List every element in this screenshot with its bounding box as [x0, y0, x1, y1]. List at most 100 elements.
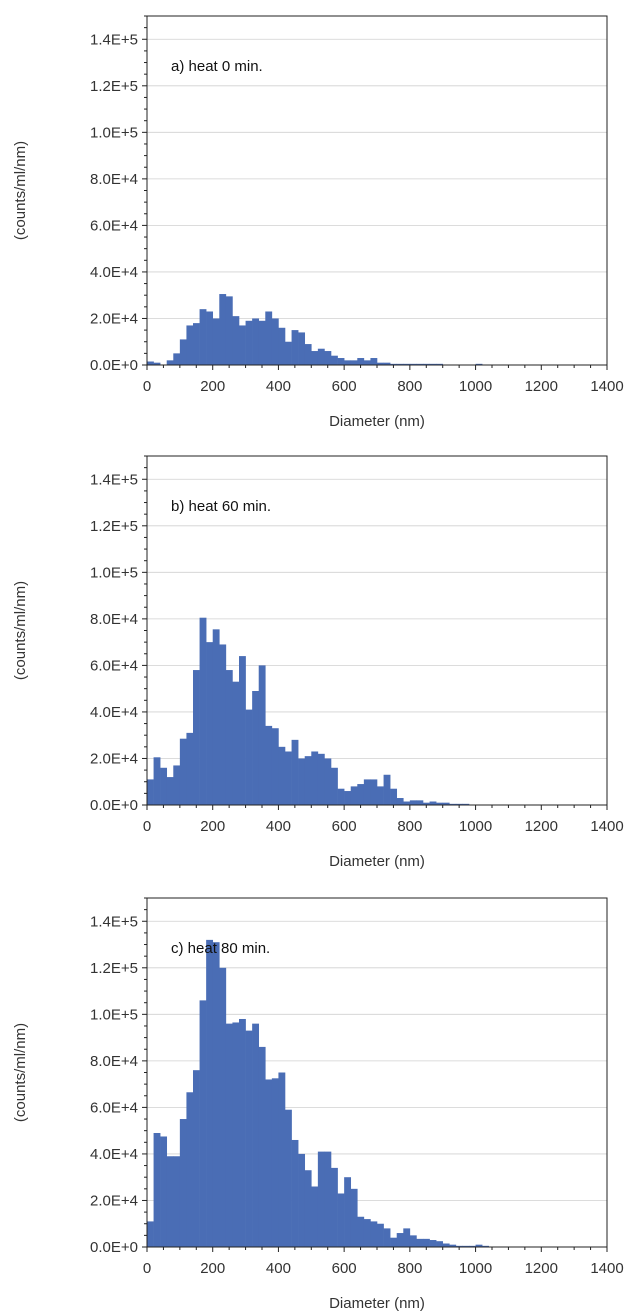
histogram-bar [377, 362, 384, 365]
x-tick-label: 1200 [525, 1260, 558, 1277]
histogram-bar [409, 800, 417, 805]
y-tick-label: 2.0E+4 [90, 750, 138, 767]
histogram-bar [363, 1219, 371, 1247]
panel-title: b) heat 60 min. [171, 498, 271, 515]
y-tick-label: 1.2E+5 [90, 960, 138, 977]
histogram-bar [337, 358, 345, 365]
x-axis-title: Diameter (nm) [329, 853, 425, 870]
histogram-bar [278, 327, 286, 365]
histogram-bar [298, 1153, 306, 1247]
histogram-bar [245, 320, 253, 365]
histogram-bar [153, 757, 161, 805]
histogram-bar [173, 765, 181, 805]
histogram-bar [179, 738, 187, 805]
histogram-bar [403, 801, 411, 805]
y-tick-label: 4.0E+4 [90, 704, 138, 721]
x-axis-title: Diameter (nm) [329, 413, 425, 430]
histogram-bar [252, 690, 260, 805]
x-tick-label: 1200 [525, 378, 558, 395]
histogram-bar [331, 767, 338, 805]
y-tick-label: 1.0E+5 [90, 1006, 138, 1023]
histogram-bar [423, 802, 430, 805]
histogram-bar [153, 362, 161, 365]
histogram-bar [357, 1216, 365, 1247]
histogram-bar [383, 774, 391, 805]
histogram-bar [206, 642, 214, 805]
histogram-bar [285, 341, 292, 365]
histogram-bar [153, 1132, 161, 1247]
histogram-bar [265, 725, 273, 805]
histogram-bar [350, 360, 358, 365]
x-tick-label: 1000 [459, 1260, 492, 1277]
histogram-bar [160, 767, 168, 805]
y-axis: 0.0E+0 2.0E+4 4.0E+4 6.0E+4 8.0E+4 1.0E+5 1.2E… [90, 897, 147, 1256]
y-tick-label: 1.4E+5 [90, 471, 138, 488]
histogram-bar [377, 786, 384, 805]
histogram-bar [304, 344, 312, 365]
histogram-bar [173, 1156, 181, 1247]
histogram-bar [186, 1092, 194, 1247]
panel-a: 0.0E+0 2.0E+4 4.0E+4 6.0E+4 8.0E+4 1.0E+5 1.2E… [12, 15, 624, 430]
histogram-bar [160, 1136, 168, 1247]
y-tick-label: 8.0E+4 [90, 611, 138, 628]
histogram-bar [475, 1244, 483, 1247]
y-tick-label: 4.0E+4 [90, 264, 138, 281]
histogram-bar [179, 1119, 187, 1247]
histogram-bars [147, 939, 490, 1247]
histogram-bar [442, 1243, 450, 1247]
histogram-bar [212, 942, 220, 1247]
histogram-bar [317, 753, 325, 805]
histogram-bar [396, 363, 404, 365]
histogram-bar [337, 1193, 345, 1247]
histogram-bar [436, 802, 444, 805]
x-tick-label: 800 [397, 818, 422, 835]
y-tick-label: 2.0E+4 [90, 1192, 138, 1209]
panel-title: a) heat 0 min. [171, 58, 263, 75]
histogram-bar [166, 1156, 174, 1247]
y-tick-label: 0.0E+0 [90, 797, 138, 814]
y-tick-label: 0.0E+0 [90, 1239, 138, 1256]
histogram-bar [298, 758, 306, 805]
histogram-bars [147, 617, 470, 805]
histogram-bar [252, 318, 260, 365]
histogram-bar [179, 339, 187, 365]
x-axis: 0 200 400 600 800 1000 1200 1400 [143, 365, 624, 395]
histogram-bar [396, 798, 404, 805]
histogram-bar [239, 656, 246, 805]
histogram-bar [291, 1139, 299, 1247]
histogram-bar [344, 360, 352, 365]
histogram-bar [429, 1240, 437, 1247]
y-tick-label: 8.0E+4 [90, 171, 138, 188]
histogram-bar [219, 294, 227, 365]
histogram-bar [147, 1221, 154, 1247]
histogram-bar [147, 361, 154, 365]
histogram-bar [193, 670, 200, 805]
histogram-bar [409, 363, 417, 365]
histogram-bar [390, 1237, 398, 1247]
histogram-bar [304, 756, 312, 805]
histogram-bar [390, 363, 398, 365]
histogram-bar [278, 1072, 286, 1247]
histogram-bar [455, 1245, 463, 1247]
y-axis: 0.0E+0 2.0E+4 4.0E+4 6.0E+4 8.0E+4 1.0E+5 1.2E… [90, 455, 147, 814]
histogram-bar [193, 323, 200, 365]
histogram-bar [232, 1022, 240, 1247]
histogram-bar [252, 1023, 260, 1247]
histogram-bar [344, 791, 352, 805]
histogram-bar [331, 355, 338, 365]
histogram-bar [344, 1177, 352, 1247]
histogram-bar [357, 784, 365, 805]
histogram-bar [225, 296, 233, 365]
x-tick-label: 200 [200, 378, 225, 395]
x-tick-label: 400 [266, 1260, 291, 1277]
histogram-bar [291, 330, 299, 365]
histogram-bar [416, 363, 424, 365]
x-tick-label: 1200 [525, 818, 558, 835]
y-axis-title: (counts/ml/nm) [12, 141, 29, 240]
histogram-bar [298, 332, 306, 365]
histogram-bar [239, 325, 246, 365]
x-tick-label: 200 [200, 1260, 225, 1277]
histogram-bar [423, 363, 430, 365]
histogram-bar [462, 803, 470, 805]
